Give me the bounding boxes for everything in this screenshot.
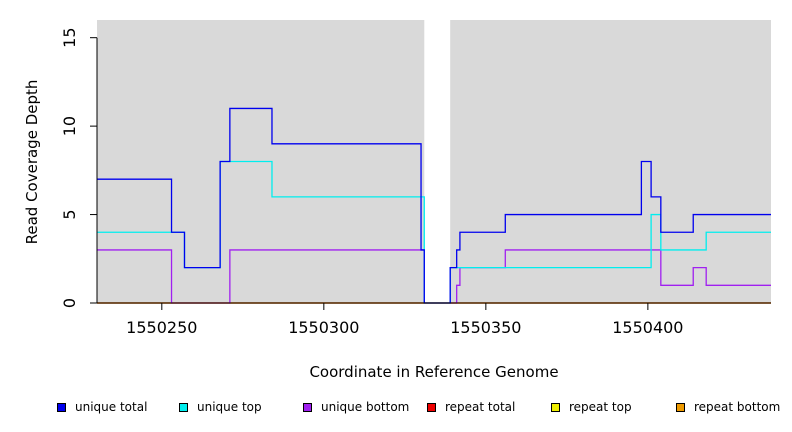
y-tick-label: 15 [60, 28, 79, 48]
coverage-chart: 1550250 1550300 1550350 1550400 0 5 10 15 Coor… [23, 20, 771, 381]
x-axis-label: Coordinate in Reference Genome [309, 363, 558, 381]
legend-label: unique bottom [321, 400, 410, 414]
legend-item-repeat-total: repeat total [427, 400, 515, 414]
x-tick-label: 1550400 [612, 318, 683, 337]
y-axis: 0 5 10 15 [60, 28, 98, 308]
legend-item-repeat-top: repeat top [551, 400, 632, 414]
y-tick-label: 0 [60, 298, 79, 308]
x-tick-label: 1550350 [450, 318, 521, 337]
legend-label: repeat top [569, 400, 632, 414]
legend-swatch [551, 402, 560, 412]
legend: unique total unique top unique bottom repea… [0, 400, 792, 418]
legend-item-unique-top: unique top [179, 400, 262, 414]
legend-swatch [676, 402, 685, 412]
coverage-gap [424, 20, 451, 303]
legend-swatch [179, 402, 188, 412]
legend-swatch [427, 402, 436, 412]
y-tick-label: 5 [60, 209, 79, 219]
legend-label: repeat bottom [694, 400, 781, 414]
y-tick-label: 10 [60, 116, 79, 136]
legend-label: unique top [197, 400, 262, 414]
x-tick-label: 1550250 [126, 318, 197, 337]
legend-label: repeat total [445, 400, 516, 414]
legend-item-repeat-bottom: repeat bottom [676, 400, 780, 414]
y-axis-label: Read Coverage Depth [23, 80, 41, 245]
legend-item-unique-bottom: unique bottom [303, 400, 409, 414]
legend-swatch [57, 402, 66, 412]
series-line-unique-bottom [97, 249, 771, 304]
x-axis: 1550250 1550300 1550350 1550400 [97, 302, 771, 337]
series-line-unique-total [97, 107, 771, 304]
legend-label: unique total [75, 400, 148, 414]
legend-item-unique-total: unique total [57, 400, 147, 414]
x-tick-label: 1550300 [288, 318, 359, 337]
legend-swatch [303, 402, 312, 412]
